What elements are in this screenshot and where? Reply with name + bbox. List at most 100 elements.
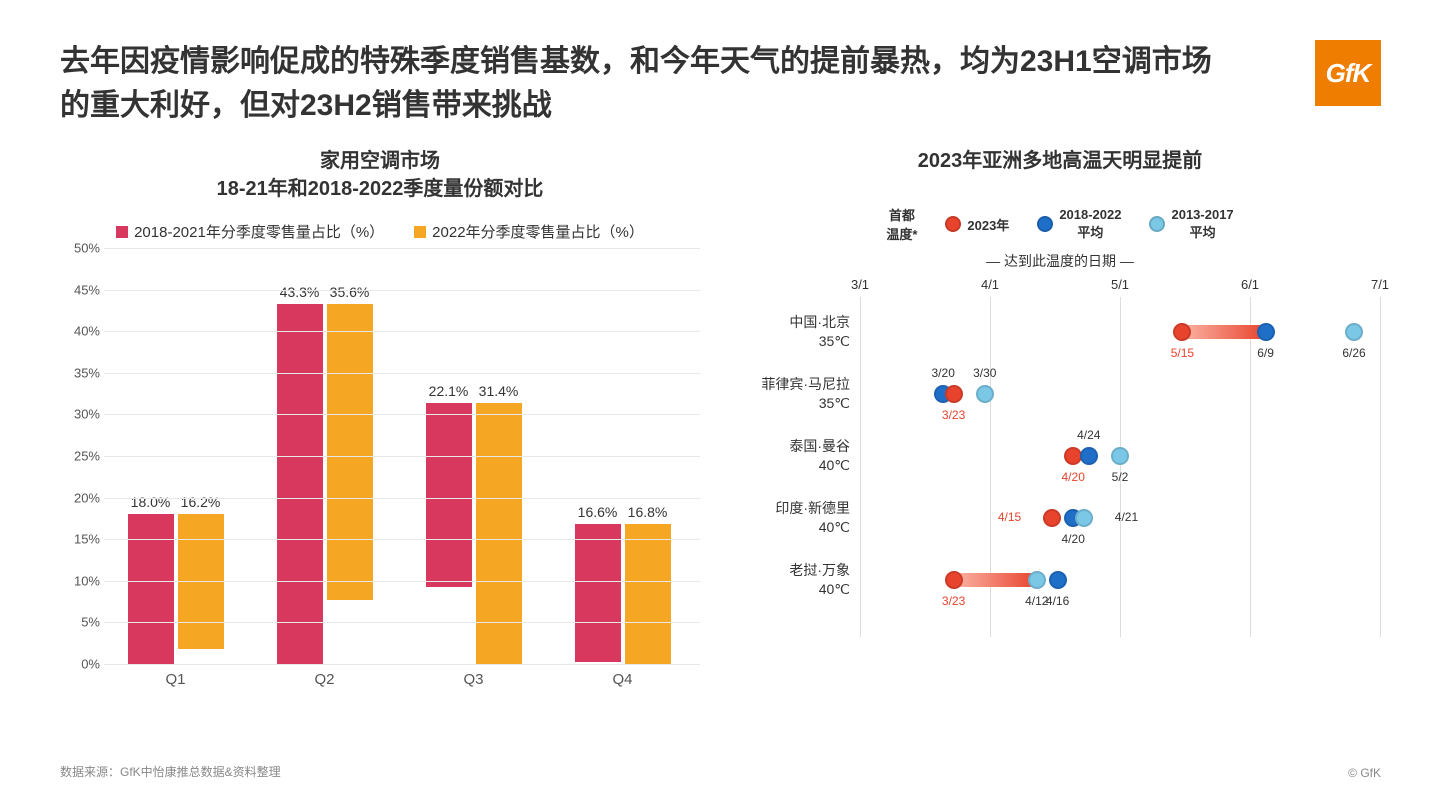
bar-group: 43.3%35.6% xyxy=(277,304,373,664)
timeline-dot xyxy=(1075,509,1093,527)
timeline-gradient-bar xyxy=(1182,325,1265,339)
timeline-dot xyxy=(1173,323,1191,341)
bar-group: 22.1%31.4% xyxy=(426,403,522,664)
x-tick: Q2 xyxy=(315,671,335,688)
y-tick: 5% xyxy=(81,615,100,630)
bar-value-label: 16.6% xyxy=(578,504,618,520)
legend-dot xyxy=(945,216,961,232)
timeline-dot xyxy=(1028,571,1046,589)
row-header-label: 首都 温度* xyxy=(886,205,917,243)
timeline-date-label: 3/30 xyxy=(973,366,996,380)
y-tick: 40% xyxy=(74,324,100,339)
month-label: 4/1 xyxy=(981,277,999,292)
timeline-gradient-bar xyxy=(954,573,1037,587)
timeline-date-label: 3/20 xyxy=(932,366,955,380)
timeline-date-label: 4/24 xyxy=(1077,428,1100,442)
timeline-legend-item: 2013-2017 平均 xyxy=(1149,205,1233,243)
timeline-row: 菲律宾·马尼拉 35℃3/203/233/30 xyxy=(860,363,1380,425)
legend-swatch xyxy=(414,226,426,238)
timeline-legend-header: 首都 温度* xyxy=(886,205,917,243)
gridline xyxy=(104,414,700,415)
bar-chart-title-l2: 18-21年和2018-2022季度量份额对比 xyxy=(60,175,700,203)
timeline-date-label: 6/9 xyxy=(1257,346,1274,360)
y-tick: 30% xyxy=(74,407,100,422)
x-tick: Q4 xyxy=(613,671,633,688)
gridline xyxy=(104,331,700,332)
timeline-date-label: 5/15 xyxy=(1171,346,1194,360)
timeline-row: 中国·北京 35℃5/156/96/26 xyxy=(860,301,1380,363)
legend-swatch xyxy=(116,226,128,238)
timeline-legend-item: 2018-2022 平均 xyxy=(1037,205,1121,243)
bar-group: 18.0%16.2% xyxy=(128,514,224,664)
timeline-row-label: 印度·新德里 40℃ xyxy=(740,499,850,537)
timeline-row: 印度·新德里 40℃4/154/204/21 xyxy=(860,487,1380,549)
bar-group: 16.6%16.8% xyxy=(575,524,671,664)
y-tick: 35% xyxy=(74,365,100,380)
timeline-title: 2023年亚洲多地高温天明显提前 xyxy=(740,147,1380,175)
timeline-row: 泰国·曼谷 40℃4/204/245/2 xyxy=(860,425,1380,487)
legend-label: 2013-2017 平均 xyxy=(1171,207,1233,241)
timeline-row-label: 中国·北京 35℃ xyxy=(740,313,850,351)
y-tick: 25% xyxy=(74,449,100,464)
timeline-legend-item: 2023年 xyxy=(945,205,1009,243)
bar-chart-title: 家用空调市场 18-21年和2018-2022季度量份额对比 xyxy=(60,147,700,203)
timeline-months-row: 3/14/15/16/17/1 xyxy=(860,277,1380,301)
bar: 35.6% xyxy=(327,304,373,600)
timeline-dot xyxy=(1043,509,1061,527)
copyright-text: © GfK xyxy=(1348,766,1381,780)
bar: 31.4% xyxy=(476,403,522,664)
timeline-date-label: 6/26 xyxy=(1342,346,1365,360)
timeline-row-label: 菲律宾·马尼拉 35℃ xyxy=(740,375,850,413)
bar: 22.1% xyxy=(426,403,472,587)
gfk-logo: GfK xyxy=(1315,40,1381,106)
y-tick: 15% xyxy=(74,532,100,547)
y-tick: 20% xyxy=(74,490,100,505)
timeline-date-label: 3/23 xyxy=(942,594,965,608)
bar-chart-area: 0%5%10%15%20%25%30%35%40%45%50% 18.0%16.… xyxy=(60,248,700,688)
timeline-dot xyxy=(1049,571,1067,589)
timeline-chart: 3/14/15/16/17/1 中国·北京 35℃ 5/15 6/9 6/26 菲律宾·马… xyxy=(740,277,1380,637)
timeline-dot xyxy=(976,385,994,403)
timeline-date-label: 4/16 xyxy=(1046,594,1069,608)
month-label: 3/1 xyxy=(851,277,869,292)
month-label: 6/1 xyxy=(1241,277,1259,292)
legend-dot xyxy=(1037,216,1053,232)
slide: 去年因疫情影响促成的特殊季度销售基数，和今年天气的提前暴热，均为23H1空调市场… xyxy=(0,0,1441,810)
legend-item: 2022年分季度零售量占比（%） xyxy=(414,221,644,242)
timeline-date-label: 4/20 xyxy=(1062,470,1085,484)
timeline-dot xyxy=(1257,323,1275,341)
bar-value-label: 22.1% xyxy=(429,383,469,399)
legend-label: 2018-2022 平均 xyxy=(1059,207,1121,241)
gridline xyxy=(104,498,700,499)
y-axis: 0%5%10%15%20%25%30%35%40%45%50% xyxy=(60,248,104,664)
y-tick: 45% xyxy=(74,282,100,297)
timeline-legend: 首都 温度* 2023年 2018-2022 平均 2013-2017 平均 xyxy=(740,205,1380,243)
timeline-dot xyxy=(945,385,963,403)
gridline xyxy=(104,373,700,374)
bar: 18.0% xyxy=(128,514,174,664)
gridline xyxy=(104,664,700,665)
legend-label: 2023年 xyxy=(967,215,1009,234)
gridline xyxy=(104,539,700,540)
bar-chart-title-l1: 家用空调市场 xyxy=(60,147,700,175)
gridline xyxy=(104,456,700,457)
bar: 43.3% xyxy=(277,304,323,664)
bar-value-label: 43.3% xyxy=(280,284,320,300)
x-tick: Q1 xyxy=(166,671,186,688)
bar-value-label: 35.6% xyxy=(330,284,370,300)
x-tick: Q3 xyxy=(464,671,484,688)
bar-chart-panel: 家用空调市场 18-21年和2018-2022季度量份额对比 2018-2021… xyxy=(60,147,700,688)
timeline-date-label: 3/23 xyxy=(942,408,965,422)
timeline-date-label: 4/20 xyxy=(1062,532,1085,546)
y-tick: 50% xyxy=(74,241,100,256)
timeline-date-label: 4/15 xyxy=(998,510,1021,524)
slide-title: 去年因疫情影响促成的特殊季度销售基数，和今年天气的提前暴热，均为23H1空调市场… xyxy=(60,40,1240,127)
gridline xyxy=(104,248,700,249)
bar-chart-legend: 2018-2021年分季度零售量占比（%）2022年分季度零售量占比（%） xyxy=(60,221,700,242)
y-tick: 0% xyxy=(81,657,100,672)
content-row: 家用空调市场 18-21年和2018-2022季度量份额对比 2018-2021… xyxy=(60,147,1381,688)
header-row: 去年因疫情影响促成的特殊季度销售基数，和今年天气的提前暴热，均为23H1空调市场… xyxy=(60,40,1381,127)
source-text: 数据来源：GfK中怡康推总数据&资料整理 xyxy=(60,763,281,780)
timeline-date-label: 5/2 xyxy=(1112,470,1129,484)
date-header-text: 达到此温度的日期 xyxy=(1004,253,1116,269)
